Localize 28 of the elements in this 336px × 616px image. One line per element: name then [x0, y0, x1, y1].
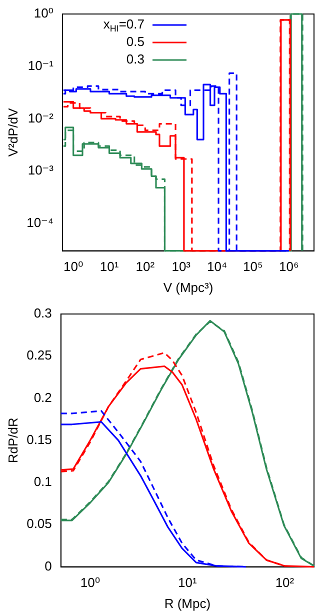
- x-tick-label: 10³: [172, 259, 192, 274]
- x-tick-label: 10⁰: [63, 259, 84, 274]
- x-tick-label: 10⁴: [207, 259, 228, 274]
- x-axis-title: R (Mpc): [164, 596, 211, 611]
- y-axis-title: RdP/dR: [5, 418, 20, 464]
- y-tick-label: 0.2: [34, 390, 52, 405]
- legend-label: 0.5: [126, 34, 145, 50]
- x-tick-label: 10²: [275, 575, 295, 590]
- y-axis-title: V²dP/dV: [5, 108, 20, 157]
- y-tick-label: 10⁰: [34, 6, 54, 21]
- y-tick-label: 10⁻³: [28, 162, 54, 178]
- y-tick-label: 0.05: [26, 516, 52, 532]
- y-tick-label: 0.25: [26, 348, 52, 363]
- y-tick-label: 0.3: [34, 306, 52, 321]
- y-tick-label: 0.1: [34, 474, 52, 490]
- x-tick-label: 10⁵: [243, 259, 263, 274]
- x-tick-label: 10²: [136, 259, 156, 274]
- y-tick-label: 0: [44, 558, 52, 574]
- y-tick-label: 10⁻⁴: [26, 215, 54, 230]
- x-tick-label: 10¹: [100, 259, 120, 274]
- legend-label: 0.3: [126, 52, 145, 67]
- y-tick-label: 10⁻²: [28, 110, 54, 126]
- y-tick-label: 0.15: [26, 432, 52, 447]
- x-tick-label: 10⁶: [278, 259, 299, 274]
- x-tick-label: 10⁰: [80, 575, 100, 590]
- y-tick-label: 10⁻¹: [28, 58, 54, 73]
- x-tick-label: 10¹: [178, 575, 198, 590]
- x-axis-title: V (Mpc³): [163, 280, 214, 295]
